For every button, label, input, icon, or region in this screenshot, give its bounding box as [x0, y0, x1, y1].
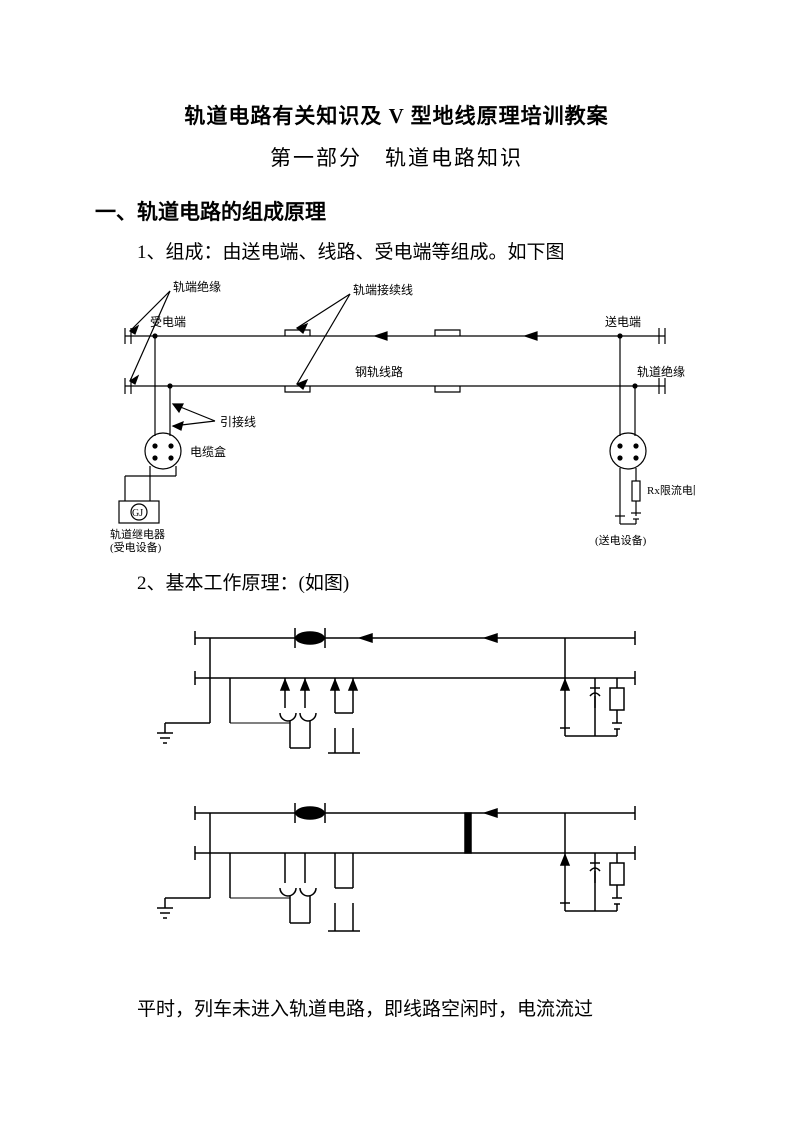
track-circuit-diagram: 轨端绝缘 轨端接续线 受电端 送电端 钢轨线路 轨道绝缘 引接线 电缆盒 GJ … — [95, 276, 695, 556]
working-principle-diagram — [95, 608, 655, 948]
label-gj: GJ — [132, 508, 143, 519]
label-rail-end-insulation: 轨端绝缘 — [173, 279, 221, 294]
label-send-equip: (送电设备) — [595, 533, 647, 547]
label-track-relay: 轨道继电器 — [110, 527, 165, 541]
document-title: 轨道电路有关知识及 V 型地线原理培训教案 — [95, 100, 698, 130]
label-sending-end: 送电端 — [605, 314, 641, 329]
bottom-paragraph: 平时，列车未进入轨道电路，即线路空闲时，电流流过 — [137, 993, 698, 1027]
label-rail-connector: 轨端接续线 — [353, 282, 413, 297]
label-receive-equip: (受电设备) — [110, 540, 162, 554]
document-subtitle: 第一部分 轨道电路知识 — [95, 142, 698, 172]
label-lead-wire: 引接线 — [220, 414, 256, 429]
label-track-insulation: 轨道绝缘 — [637, 364, 685, 379]
section-heading-1: 一、轨道电路的组成原理 — [95, 196, 698, 226]
label-rail-line: 钢轨线路 — [355, 364, 403, 379]
diagram-2-working-principle — [95, 608, 698, 953]
list-item-1: 1、组成：由送电端、线路、受电端等组成。如下图 — [137, 238, 698, 268]
list-item-2: 2、基本工作原理：(如图) — [137, 569, 698, 599]
label-cable-box: 电缆盒 — [190, 444, 226, 459]
diagram-1-track-composition: 轨端绝缘 轨端接续线 受电端 送电端 钢轨线路 轨道绝缘 引接线 电缆盒 GJ … — [95, 276, 698, 561]
label-rx: Rx限流电阻 — [647, 483, 695, 497]
label-receiving-end: 受电端 — [150, 315, 186, 329]
